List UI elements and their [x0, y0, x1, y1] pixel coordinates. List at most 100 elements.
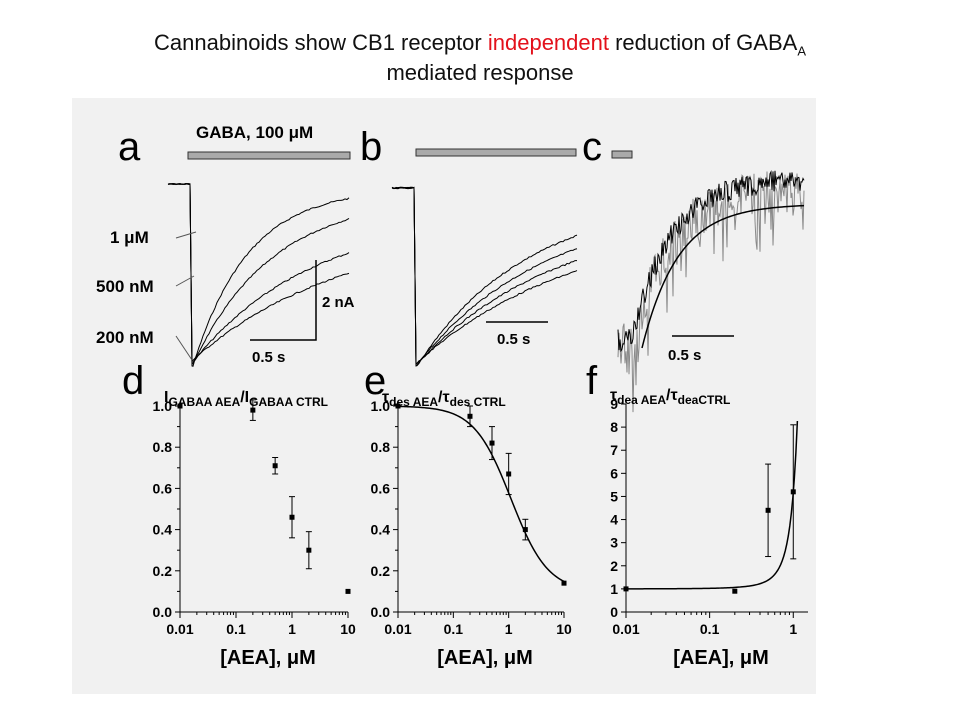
x-tick-label: 1	[288, 621, 296, 637]
y-axis-label: IGABAA AEA/IGABAA CTRL	[164, 389, 328, 409]
title-subscript: A	[797, 43, 806, 59]
data-point	[345, 588, 351, 594]
y-tick-label: 0.2	[153, 563, 173, 579]
y-tick-label: 0.6	[153, 480, 173, 496]
y-tick-label: 5	[610, 488, 618, 504]
y-axis-label: τdea AEA/τdeaCTRL	[610, 387, 730, 407]
x-axis-label: [AEA], μM	[220, 647, 316, 669]
y-tick-label: 0.6	[371, 480, 391, 496]
panel-a-pointer-3	[175, 335, 193, 361]
panel-c-trace-black	[617, 169, 805, 353]
panel-a-bar-label: GABA, 100 μM	[196, 123, 313, 142]
slide-title-line1: Cannabinoids show CB1 receptor independe…	[0, 30, 960, 58]
panel-c-traces	[617, 169, 805, 413]
panel-c-letter: c	[582, 125, 602, 169]
y-tick-label: 0	[610, 604, 618, 620]
data-point	[561, 580, 567, 586]
panel-b-letter: b	[360, 125, 382, 169]
panel-a-gaba-bar	[187, 151, 351, 160]
data-point	[790, 489, 796, 495]
panel-c-trace-gray	[617, 171, 805, 413]
y-tick-label: 0.8	[371, 439, 391, 455]
panel-a-letter: a	[118, 125, 141, 169]
slide-title-line2: mediated response	[0, 60, 960, 86]
y-tick-label: 1.0	[371, 398, 391, 414]
y-tick-label: 0.2	[371, 563, 391, 579]
title-text-1: Cannabinoids show CB1 receptor	[154, 30, 488, 55]
data-point	[306, 547, 312, 553]
x-tick-label: 0.1	[700, 621, 720, 637]
data-point	[395, 403, 401, 409]
data-point	[489, 440, 495, 446]
x-axis-label: [AEA], μM	[673, 647, 769, 669]
panel-a-trace	[167, 182, 350, 365]
data-point	[289, 514, 295, 520]
y-tick-label: 3	[610, 535, 618, 551]
y-tick-label: 9	[610, 396, 618, 412]
y-tick-label: 1.0	[153, 398, 173, 414]
data-point	[732, 588, 738, 594]
data-point	[765, 507, 771, 513]
panel-d-letter: d	[122, 359, 144, 403]
data-point	[272, 463, 278, 469]
y-tick-label: 7	[610, 442, 618, 458]
y-tick-label: 0.0	[153, 604, 173, 620]
panel-a-pointer-1	[175, 231, 197, 239]
fit-curve	[625, 420, 799, 590]
x-tick-label: 10	[556, 621, 572, 637]
x-tick-label: 0.1	[226, 621, 246, 637]
title-highlight: independent	[487, 30, 609, 55]
y-tick-label: 6	[610, 465, 618, 481]
panel-a-trace	[167, 182, 350, 367]
y-tick-label: 0.4	[371, 522, 391, 538]
y-tick-label: 0.8	[153, 439, 173, 455]
chart-d: 0.0 0.2 0.4 0.6 0.8 1.0 0.01 0.1 1 10 IGABAA AEA/I…	[153, 389, 356, 669]
panel-b-scale-x: 0.5 s	[497, 331, 530, 348]
data-point	[177, 403, 183, 409]
x-axis-label: [AEA], μM	[437, 647, 533, 669]
x-tick-label: 1	[505, 621, 513, 637]
x-tick-label: 10	[340, 621, 356, 637]
data-point	[623, 586, 629, 592]
data-point	[250, 407, 256, 413]
x-tick-label: 0.01	[166, 621, 193, 637]
y-tick-label: 0.4	[153, 522, 173, 538]
chart-f: 0 1 2 3 4 5 6 7 8 9 0.01 0.1 1 τdea AEA/τdeaCTRL [AEA]…	[610, 387, 808, 669]
panel-b-gaba-bar	[415, 148, 577, 157]
data-point	[467, 413, 473, 419]
y-tick-label: 2	[610, 558, 618, 574]
panel-a-trace	[167, 183, 350, 361]
panel-e-letter: e	[364, 359, 386, 403]
panel-c-fit-curve	[641, 204, 805, 349]
data-point	[522, 527, 528, 533]
y-tick-label: 0.0	[371, 604, 391, 620]
x-tick-label: 0.01	[612, 621, 639, 637]
y-tick-label: 8	[610, 419, 618, 435]
data-point	[506, 471, 512, 477]
y-tick-label: 4	[610, 512, 618, 528]
figure-background	[72, 98, 816, 694]
x-tick-label: 0.01	[384, 621, 411, 637]
panel-a-scale-x: 0.5 s	[252, 349, 285, 366]
title-text-2: reduction of GABA	[608, 30, 798, 55]
panel-a-scale-bar	[250, 260, 317, 341]
y-tick-label: 1	[610, 581, 618, 597]
panel-c-gaba-bar	[611, 150, 633, 159]
y-axis-label: τdes AEA/τdes CTRL	[382, 389, 506, 409]
panel-c-scale-x: 0.5 s	[668, 347, 701, 364]
panel-b-trace	[391, 186, 578, 364]
chart-e: 0.0 0.2 0.4 0.6 0.8 1.0 0.01 0.1 1 10 τdes AEA/τde…	[371, 389, 572, 669]
panel-a-scale-y: 2 nA	[322, 294, 355, 311]
panel-a-pointer-2	[175, 275, 195, 287]
x-tick-label: 0.1	[444, 621, 464, 637]
panel-a-traces	[167, 182, 350, 367]
panel-f-letter: f	[586, 359, 598, 403]
title-text-3: mediated response	[386, 60, 574, 85]
panel-a-conc-1: 1 μM	[110, 228, 149, 247]
fit-curve	[397, 405, 565, 583]
panel-a-conc-3: 200 nM	[96, 328, 154, 347]
x-tick-label: 1	[789, 621, 797, 637]
panel-a-conc-2: 500 nM	[96, 277, 154, 296]
panel-b-traces	[391, 186, 578, 367]
